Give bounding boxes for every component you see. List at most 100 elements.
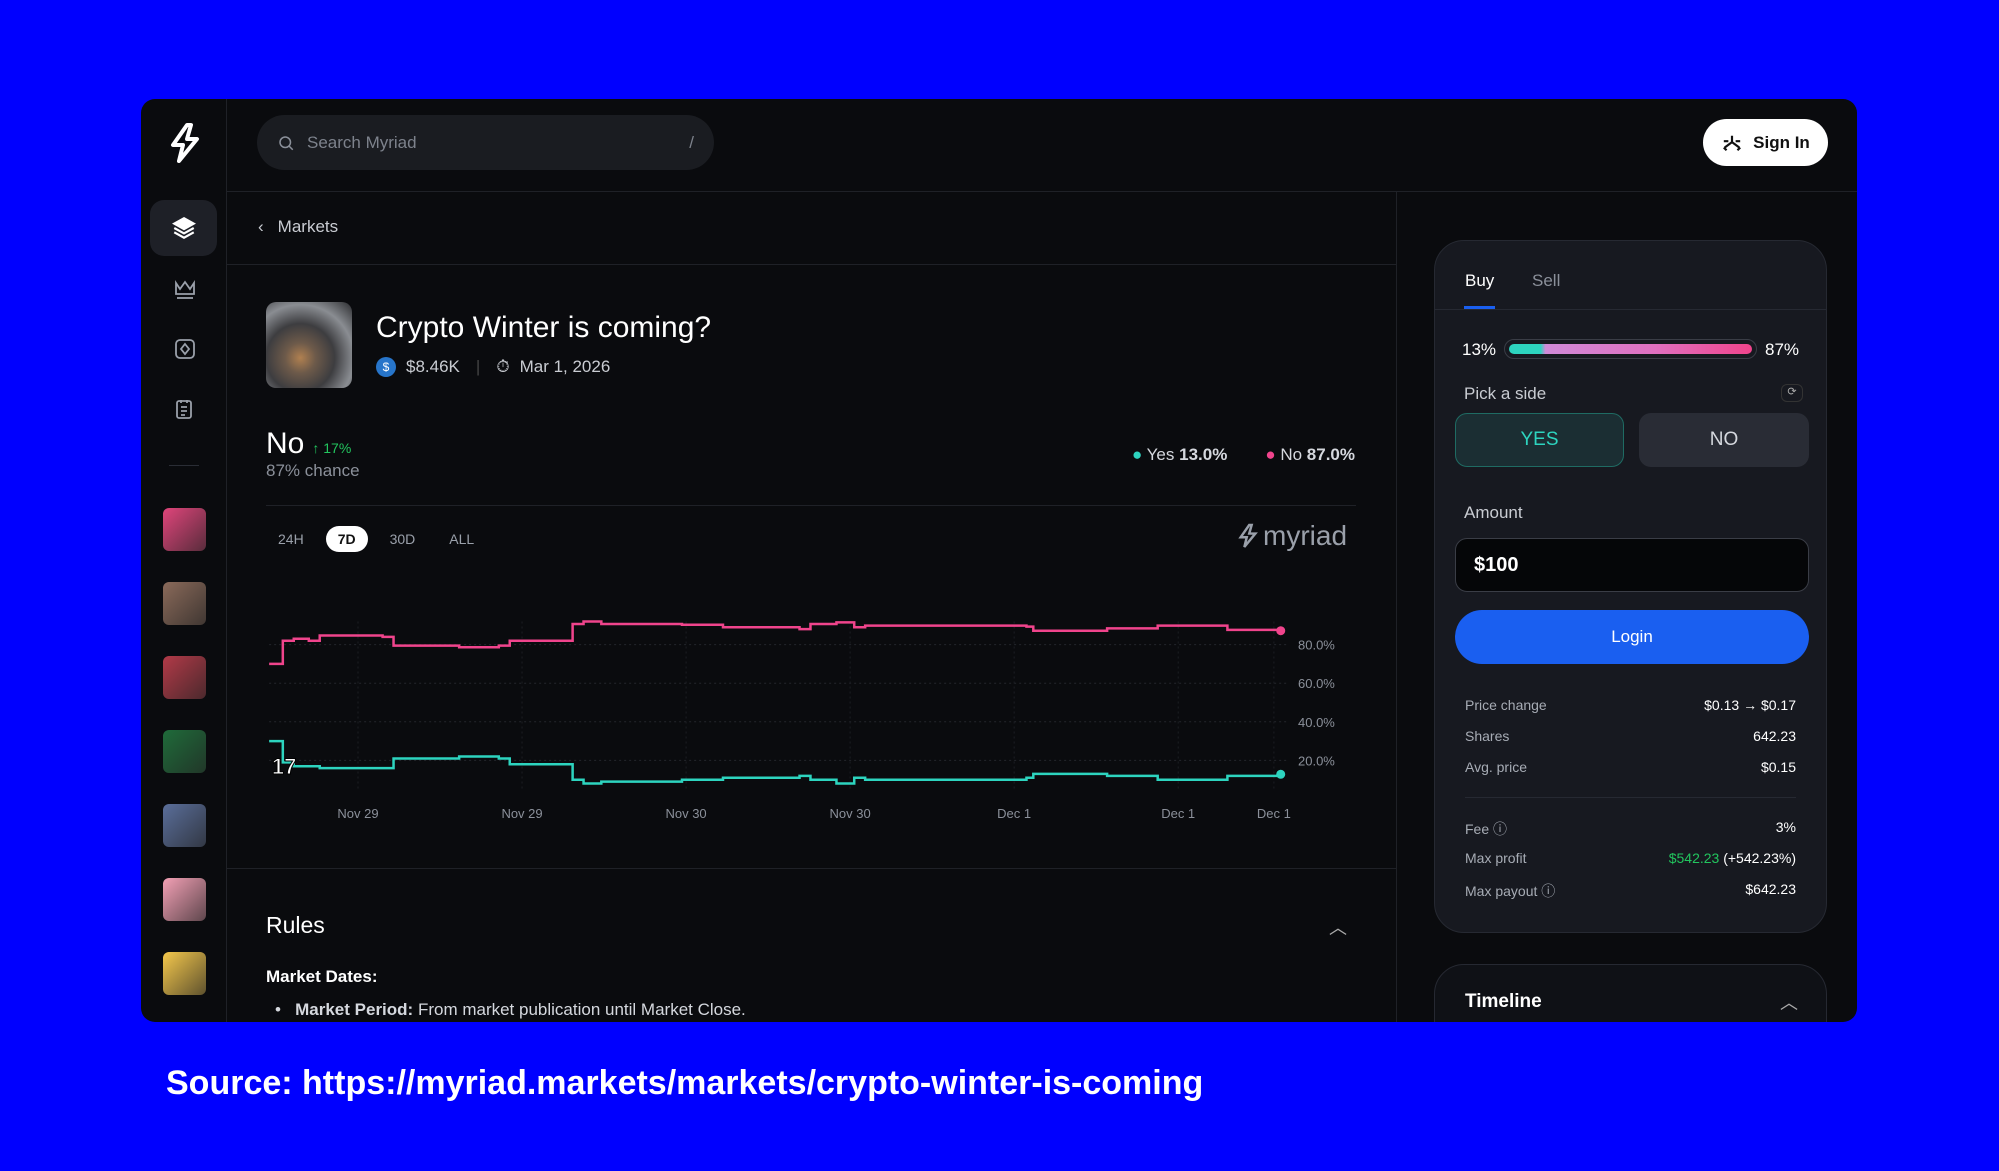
timeline-chevron-icon[interactable]: ︿: [1780, 993, 1798, 1013]
no-button[interactable]: NO: [1639, 413, 1809, 467]
stat-value: 642.23: [1753, 728, 1796, 744]
series-line-no: [269, 620, 1282, 666]
range-tab-all[interactable]: ALL: [449, 531, 475, 547]
max-profit-label: Max profit: [1465, 850, 1527, 866]
y-tick-label: 60.0%: [1298, 676, 1335, 691]
series-line-yes: [269, 739, 1282, 785]
odds-bar-fill: [1509, 344, 1752, 354]
max-payout-label: Max payout: [1465, 883, 1538, 899]
range-tab-7d[interactable]: 7D: [325, 526, 368, 552]
chart-bottom-divider: [227, 868, 1396, 869]
sign-in-button[interactable]: Sign In: [1703, 119, 1828, 166]
fee-value: 3%: [1775, 819, 1796, 835]
series-endpoint-yes[interactable]: [1276, 769, 1286, 779]
y-tick-label: 20.0%: [1298, 753, 1335, 768]
sidebar-market-avatar[interactable]: [163, 952, 206, 995]
chevron-left-icon: ‹: [258, 217, 264, 236]
search-placeholder: Search Myriad: [307, 132, 417, 152]
range-tab-30d[interactable]: 30D: [389, 531, 416, 547]
x-tick-label: Dec 1: [1161, 806, 1195, 821]
sidebar-item-markets[interactable]: [150, 200, 217, 256]
legend-no-label: No: [1280, 445, 1303, 464]
rules-title: Rules: [266, 912, 325, 938]
breadcrumb-label: Markets: [277, 217, 339, 236]
market-end-date: Mar 1, 2026: [519, 357, 611, 376]
stat-label: Price change: [1465, 697, 1547, 713]
max-payout-row: Max payout ⓘ $642.23: [1465, 881, 1796, 901]
info-icon[interactable]: ⓘ: [1493, 821, 1508, 837]
tabs-divider: [1435, 309, 1826, 310]
legend-no-value: 87.0%: [1306, 445, 1355, 464]
x-tick-label: Nov 30: [830, 806, 871, 821]
series-endpoint-no[interactable]: [1276, 626, 1286, 636]
diamond-icon: [174, 338, 195, 359]
meta-separator: |: [475, 357, 481, 376]
yes-button[interactable]: YES: [1455, 413, 1624, 467]
max-payout-value: $642.23: [1745, 881, 1796, 897]
rules-item: • Market Period: From market publication…: [275, 1000, 746, 1019]
time-range-tabs: 24H 7D 30D ALL: [266, 526, 486, 552]
legend-yes: ● Yes 13.0%: [1131, 445, 1228, 464]
info-icon[interactable]: ⓘ: [1541, 883, 1556, 899]
myriad-logo-icon[interactable]: [163, 121, 206, 164]
stat-value: $0.15: [1760, 759, 1796, 775]
clock-icon: ⏱: [496, 357, 510, 376]
rules-collapse-chevron-icon[interactable]: ︿: [1329, 918, 1347, 938]
myriad-watermark: myriad: [1237, 520, 1347, 552]
timeline-title: Timeline: [1465, 991, 1542, 1012]
stat-label: Avg. price: [1465, 759, 1527, 775]
sidebar-item-rewards[interactable]: [163, 327, 206, 370]
yes-percent: 13%: [1462, 340, 1497, 359]
pick-side-label: Pick a side: [1464, 384, 1547, 403]
sidebar-market-avatar[interactable]: [163, 656, 206, 699]
amount-input[interactable]: $100: [1455, 538, 1809, 592]
sidebar-market-avatar[interactable]: [163, 508, 206, 551]
fee-row: Fee ⓘ 3%: [1465, 819, 1796, 839]
x-tick-label: Nov 29: [501, 806, 542, 821]
max-profit-value: $542.23: [1668, 850, 1720, 866]
x-tick-label: Nov 29: [337, 806, 378, 821]
legend-yes-value: 13.0%: [1179, 445, 1228, 464]
chart-top-divider: [266, 505, 1356, 506]
sidebar-item-leaderboard[interactable]: [163, 267, 206, 310]
max-profit-pct: (+542.23%): [1719, 850, 1796, 866]
market-meta: $ $8.46K | ⏱ Mar 1, 2026: [376, 357, 610, 377]
tab-buy[interactable]: Buy: [1465, 271, 1495, 290]
change-badge: ↑ 17%: [312, 440, 352, 456]
stats-divider: [1465, 797, 1796, 798]
sidebar-market-avatar[interactable]: [163, 878, 206, 921]
rules-section-title: Market Dates:: [266, 967, 378, 986]
login-button[interactable]: Login: [1455, 610, 1809, 664]
search-shortcut-hint: /: [689, 132, 694, 152]
outcome-label: No: [266, 427, 305, 460]
sidebar-market-avatar[interactable]: [163, 582, 206, 625]
tv-logo-icon: 17: [272, 754, 296, 779]
sidebar-item-portfolio[interactable]: [163, 387, 206, 430]
user-network-icon: [1723, 135, 1742, 151]
tab-sell[interactable]: Sell: [1532, 271, 1561, 290]
sidebar-market-avatar[interactable]: [163, 730, 206, 773]
sidebar-market-avatar[interactable]: [163, 804, 206, 847]
search-icon: [279, 135, 294, 150]
stat-value: $0.13 → $0.17: [1704, 697, 1796, 713]
brand-text: myriad: [1263, 520, 1348, 551]
market-image: [266, 302, 352, 388]
usdc-icon: $: [376, 357, 396, 377]
breadcrumb-back-link[interactable]: ‹ Markets: [258, 217, 338, 237]
stat-row: Avg. price $0.15: [1465, 759, 1796, 775]
header-divider: [227, 191, 1857, 192]
y-tick-label: 80.0%: [1298, 638, 1335, 653]
fee-label: Fee: [1465, 821, 1490, 837]
range-tab-24h[interactable]: 24H: [278, 531, 304, 547]
stat-label: Shares: [1465, 728, 1510, 744]
legend-no: ● No 87.0%: [1265, 445, 1355, 464]
rules-item-text: From market publication until Market Clo…: [413, 1000, 746, 1019]
layers-icon: [171, 217, 196, 239]
price-chart: 20.0% 40.0% 60.0% 80.0% Nov 29 Nov 29 Nov 30 No…: [269, 620, 1335, 821]
column-divider: [1396, 191, 1397, 1022]
refresh-icon[interactable]: ⟳: [1781, 384, 1803, 402]
search-input[interactable]: Search Myriad /: [257, 115, 714, 170]
market-title: Crypto Winter is coming?: [376, 311, 712, 344]
sign-in-label: Sign In: [1753, 132, 1810, 152]
trade-card: Buy Sell 13% 87% Pick a side ⟳ YES NO Am…: [1434, 240, 1827, 933]
